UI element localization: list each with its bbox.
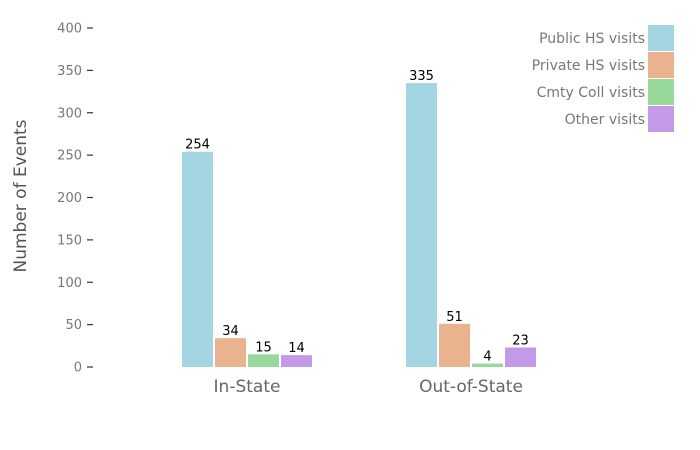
y-tick-label: 100 [57,276,82,291]
y-tick-label: 150 [57,233,82,248]
bar-value-label: 4 [483,350,491,365]
legend-swatch [648,79,674,105]
legend-swatch [648,106,674,132]
y-tick-label: 300 [57,106,82,121]
legend: Public HS visits Private HS visits Cmty Co… [532,25,674,132]
legend-swatch [648,52,674,78]
bar-value-label: 51 [446,310,463,325]
bar-value-label: 23 [512,334,529,349]
bar [472,363,503,367]
bar [248,354,279,367]
bar [281,355,312,367]
y-tick-label: 0 [74,361,82,376]
bar-value-label: 335 [409,69,434,84]
legend-label: Other visits [565,112,645,128]
y-axis: 0 50 100 150 200 250 300 350 400 [57,22,93,376]
bars: 254 34 15 14 335 51 4 23 [182,69,536,368]
bar [215,338,246,367]
y-axis-title: Number of Events [11,119,31,272]
bar-value-label: 254 [185,138,210,153]
y-tick-label: 400 [57,22,82,37]
bar-value-label: 14 [288,341,305,356]
bar [439,323,470,367]
y-tick-label: 200 [57,191,82,206]
bar-value-label: 34 [222,324,239,339]
legend-label: Private HS visits [532,58,645,74]
bar [505,347,536,367]
legend-label: Public HS visits [539,31,645,47]
legend-label: Cmty Coll visits [537,85,645,101]
category-labels: In-State Out-of-State [214,377,523,397]
category-label: In-State [214,377,281,397]
bar [406,83,437,368]
legend-swatch [648,25,674,51]
y-tick-label: 50 [65,318,82,333]
y-tick-label: 350 [57,64,82,79]
y-tick-label: 250 [57,149,82,164]
bar [182,151,213,367]
category-label: Out-of-State [419,377,523,397]
bar-value-label: 15 [255,340,272,355]
